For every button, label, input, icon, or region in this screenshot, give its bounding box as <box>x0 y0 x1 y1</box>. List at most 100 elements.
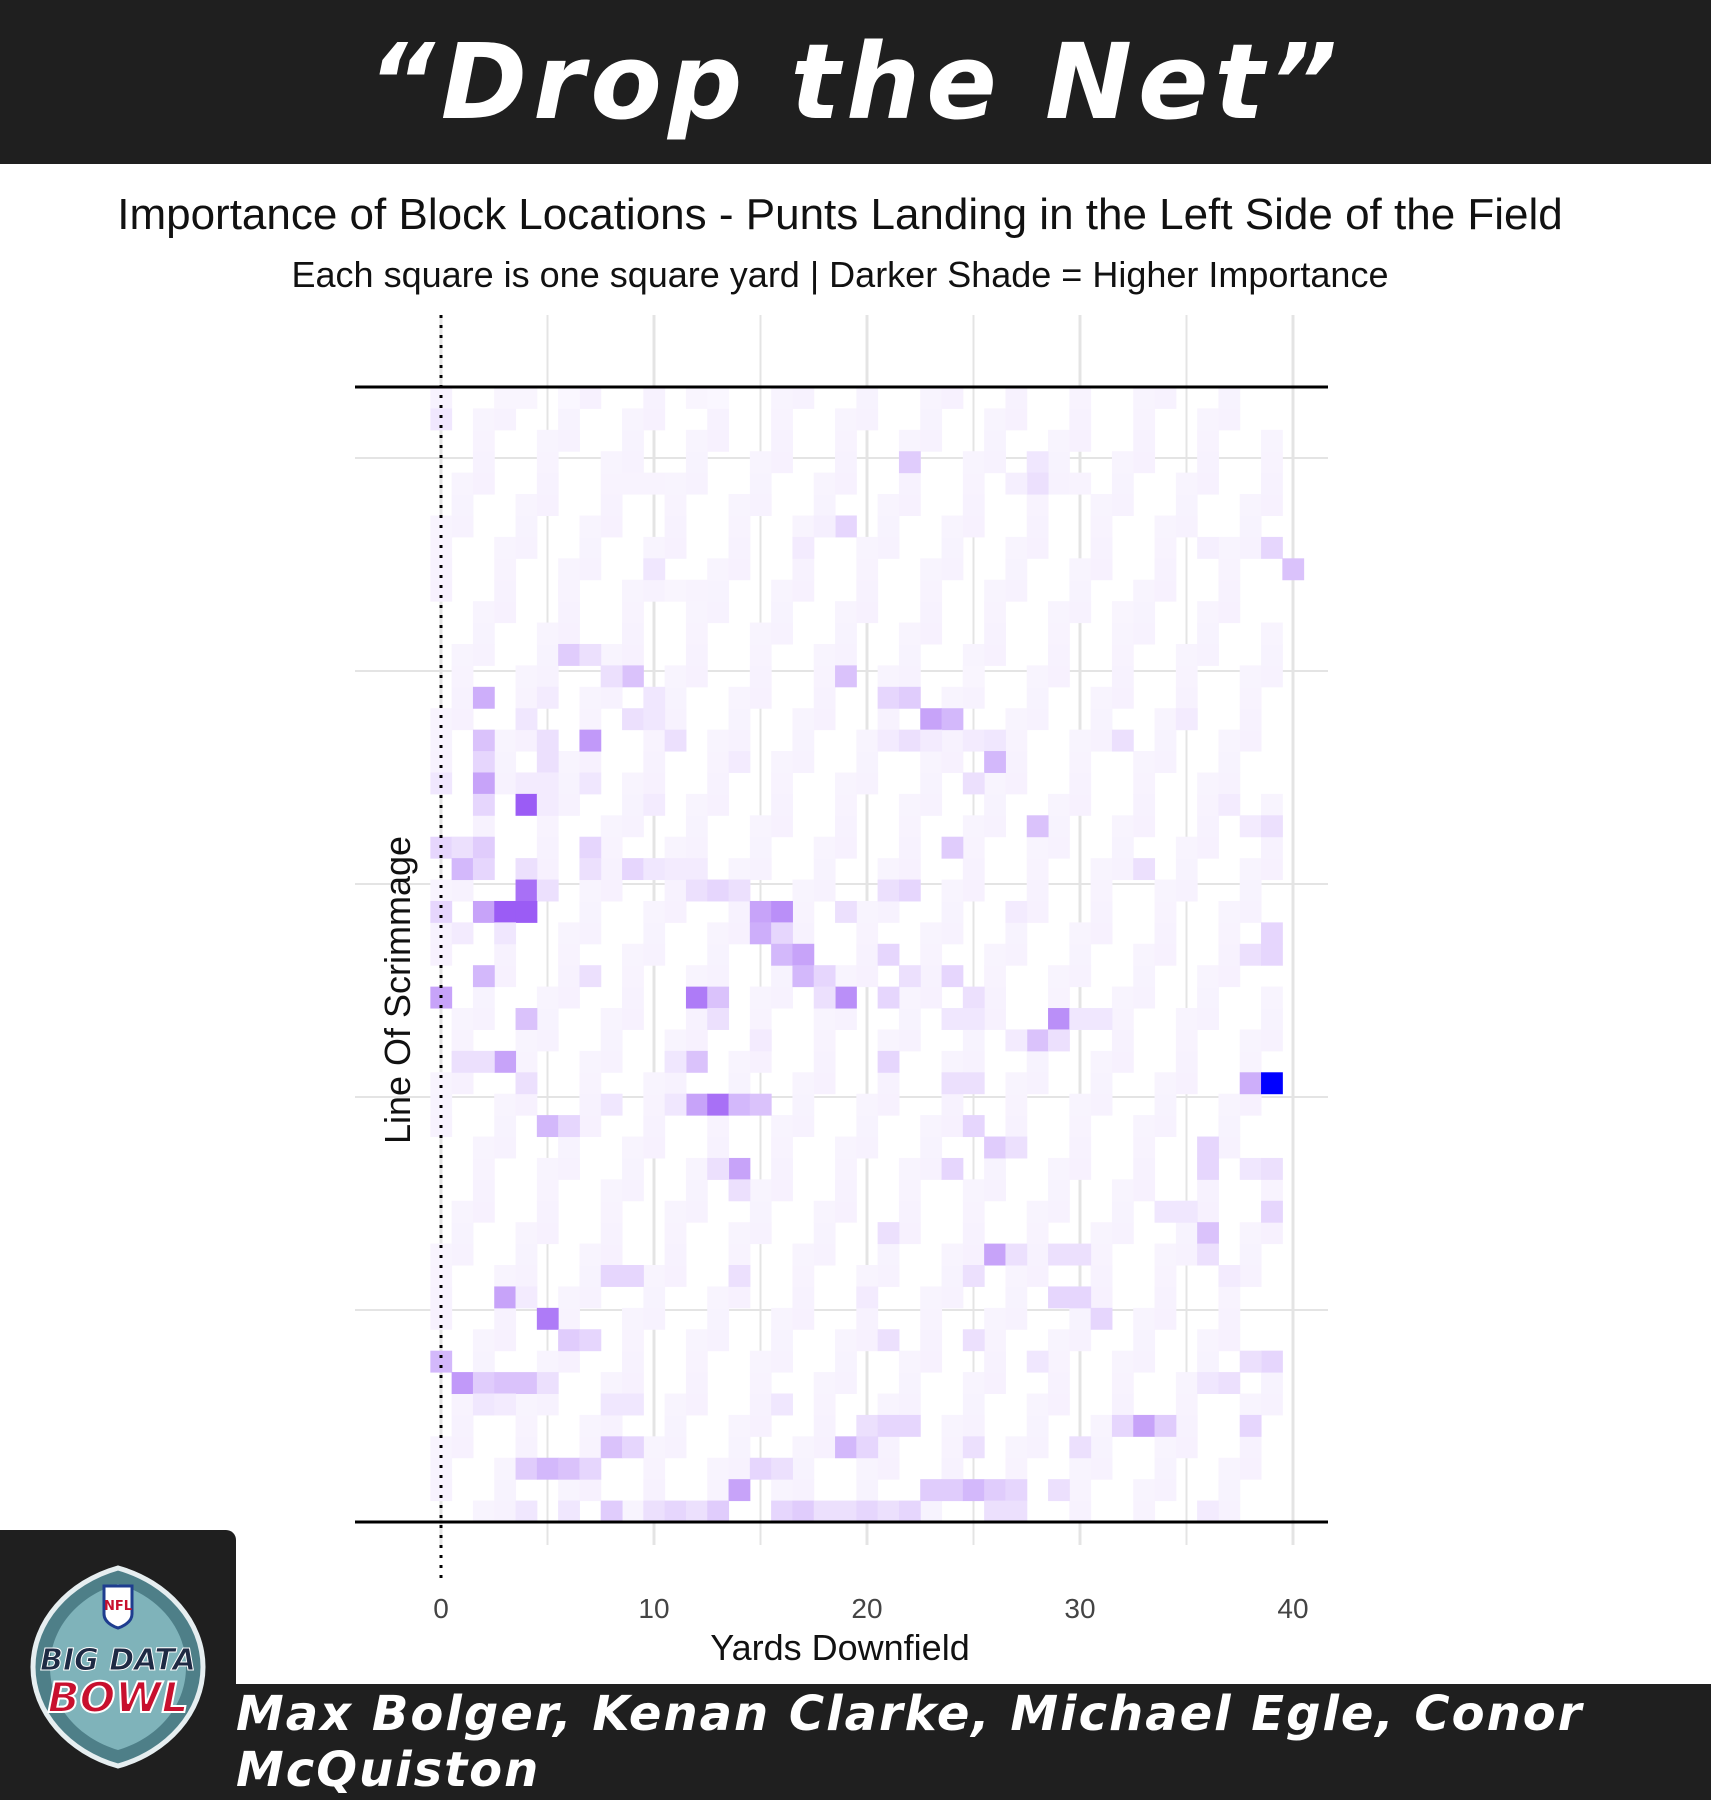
heatmap-cell <box>1239 1072 1262 1095</box>
heatmap-cell <box>515 1243 538 1266</box>
heatmap-cell <box>472 643 495 666</box>
heatmap-cell <box>1133 858 1156 881</box>
heatmap-cell <box>1154 1072 1177 1095</box>
heatmap-cell <box>1133 622 1156 645</box>
heatmap-cell <box>1090 1243 1113 1266</box>
heatmap-cell <box>1239 815 1262 838</box>
heatmap-cell <box>1175 1029 1198 1052</box>
heatmap-cell <box>472 601 495 624</box>
heatmap-cell <box>792 900 815 923</box>
heatmap-cell <box>707 601 730 624</box>
heatmap-cell <box>771 772 793 795</box>
heatmap-cell <box>643 1436 666 1459</box>
heatmap-cell <box>1111 858 1134 881</box>
heatmap-cell <box>1111 815 1134 838</box>
heatmap-cell <box>558 1457 580 1480</box>
heatmap-cell <box>600 665 623 688</box>
heatmap-cell <box>1048 1008 1070 1030</box>
heatmap-cell <box>1069 579 1092 602</box>
heatmap-cell <box>685 793 708 816</box>
heatmap-cell <box>984 1179 1006 1202</box>
heatmap-cell <box>558 429 580 452</box>
heatmap-cell <box>1239 1457 1262 1480</box>
heatmap-cell <box>707 793 730 816</box>
heatmap-cell <box>771 601 793 624</box>
heatmap-cell <box>941 1072 964 1095</box>
heatmap-cell <box>600 815 623 838</box>
heatmap-cell <box>941 1157 964 1180</box>
heatmap-cell <box>771 1115 793 1138</box>
heatmap-cell <box>494 965 517 988</box>
heatmap-cell <box>1048 601 1070 624</box>
heatmap-cell <box>515 879 538 902</box>
heatmap-cell <box>1005 579 1028 602</box>
heatmap-cell <box>1175 836 1198 859</box>
heatmap-cell <box>728 1243 751 1266</box>
heatmap-cell <box>579 1479 602 1502</box>
heatmap-cell <box>1261 494 1283 516</box>
heatmap-cell <box>579 772 602 795</box>
heatmap-cell <box>643 1479 666 1502</box>
heatmap-cell <box>430 879 453 902</box>
heatmap-cell <box>941 879 964 902</box>
heatmap-cell <box>856 1115 879 1138</box>
heatmap-cell <box>792 558 815 581</box>
heatmap-cell <box>643 1136 666 1159</box>
heatmap-cell <box>1261 1350 1283 1373</box>
heatmap-cell <box>1239 900 1262 923</box>
heatmap-cell <box>941 1008 964 1030</box>
heatmap-cell <box>1026 900 1049 923</box>
heatmap-cell <box>792 879 815 902</box>
heatmap-cell <box>1239 1029 1262 1052</box>
heatmap-cell <box>579 1243 602 1266</box>
heatmap-cell <box>643 1457 666 1480</box>
heatmap-cell <box>1218 1093 1241 1116</box>
heatmap-cell <box>898 836 921 859</box>
heatmap-cell <box>579 1050 602 1073</box>
heatmap-cell <box>494 601 517 624</box>
heatmap-cell <box>962 1243 985 1266</box>
heatmap-cell <box>707 1157 730 1180</box>
heatmap-cell <box>451 494 474 516</box>
heatmap-cell <box>1005 558 1028 581</box>
heatmap-cell <box>515 1372 538 1395</box>
heatmap-cell <box>451 1243 474 1266</box>
heatmap-cell <box>877 879 900 902</box>
heatmap-cell <box>1239 536 1262 559</box>
heatmap-cell <box>1175 472 1198 495</box>
heatmap-cell <box>941 751 964 773</box>
heatmap-cell <box>962 1115 985 1138</box>
heatmap-cell <box>579 708 602 731</box>
heatmap-cell <box>1133 965 1156 988</box>
heatmap-cell <box>1154 879 1177 902</box>
heatmap-cell <box>1175 1200 1198 1223</box>
heatmap-cell <box>536 1372 559 1395</box>
heatmap-cell <box>792 579 815 602</box>
heatmap-cell <box>472 965 495 988</box>
heatmap-cell <box>600 879 623 902</box>
heatmap-cell <box>813 1372 836 1395</box>
heatmap-cell <box>643 536 666 559</box>
heatmap-cell <box>898 472 921 495</box>
heatmap-cell <box>515 793 538 816</box>
heatmap-cell <box>622 1436 644 1459</box>
heatmap-cell <box>1090 858 1113 881</box>
heatmap-cell <box>898 1179 921 1202</box>
heatmap-cell <box>813 986 836 1009</box>
heatmap-cell <box>856 922 879 945</box>
heatmap-cell <box>898 858 921 881</box>
heatmap-cell <box>685 601 708 624</box>
heatmap-cell <box>984 772 1006 795</box>
heatmap-cell <box>451 1393 474 1416</box>
heatmap-cell <box>1005 536 1028 559</box>
heatmap-cell <box>962 494 985 516</box>
heatmap-cell <box>600 1243 623 1266</box>
heatmap-cell <box>771 622 793 645</box>
heatmap-cell <box>984 965 1006 988</box>
heatmap-cell <box>1197 1329 1219 1352</box>
heatmap-cell <box>622 708 644 731</box>
heatmap-cell <box>430 922 453 945</box>
heatmap-cell <box>472 1136 495 1159</box>
heatmap-cell <box>643 686 666 709</box>
heatmap-cell <box>962 1200 985 1223</box>
